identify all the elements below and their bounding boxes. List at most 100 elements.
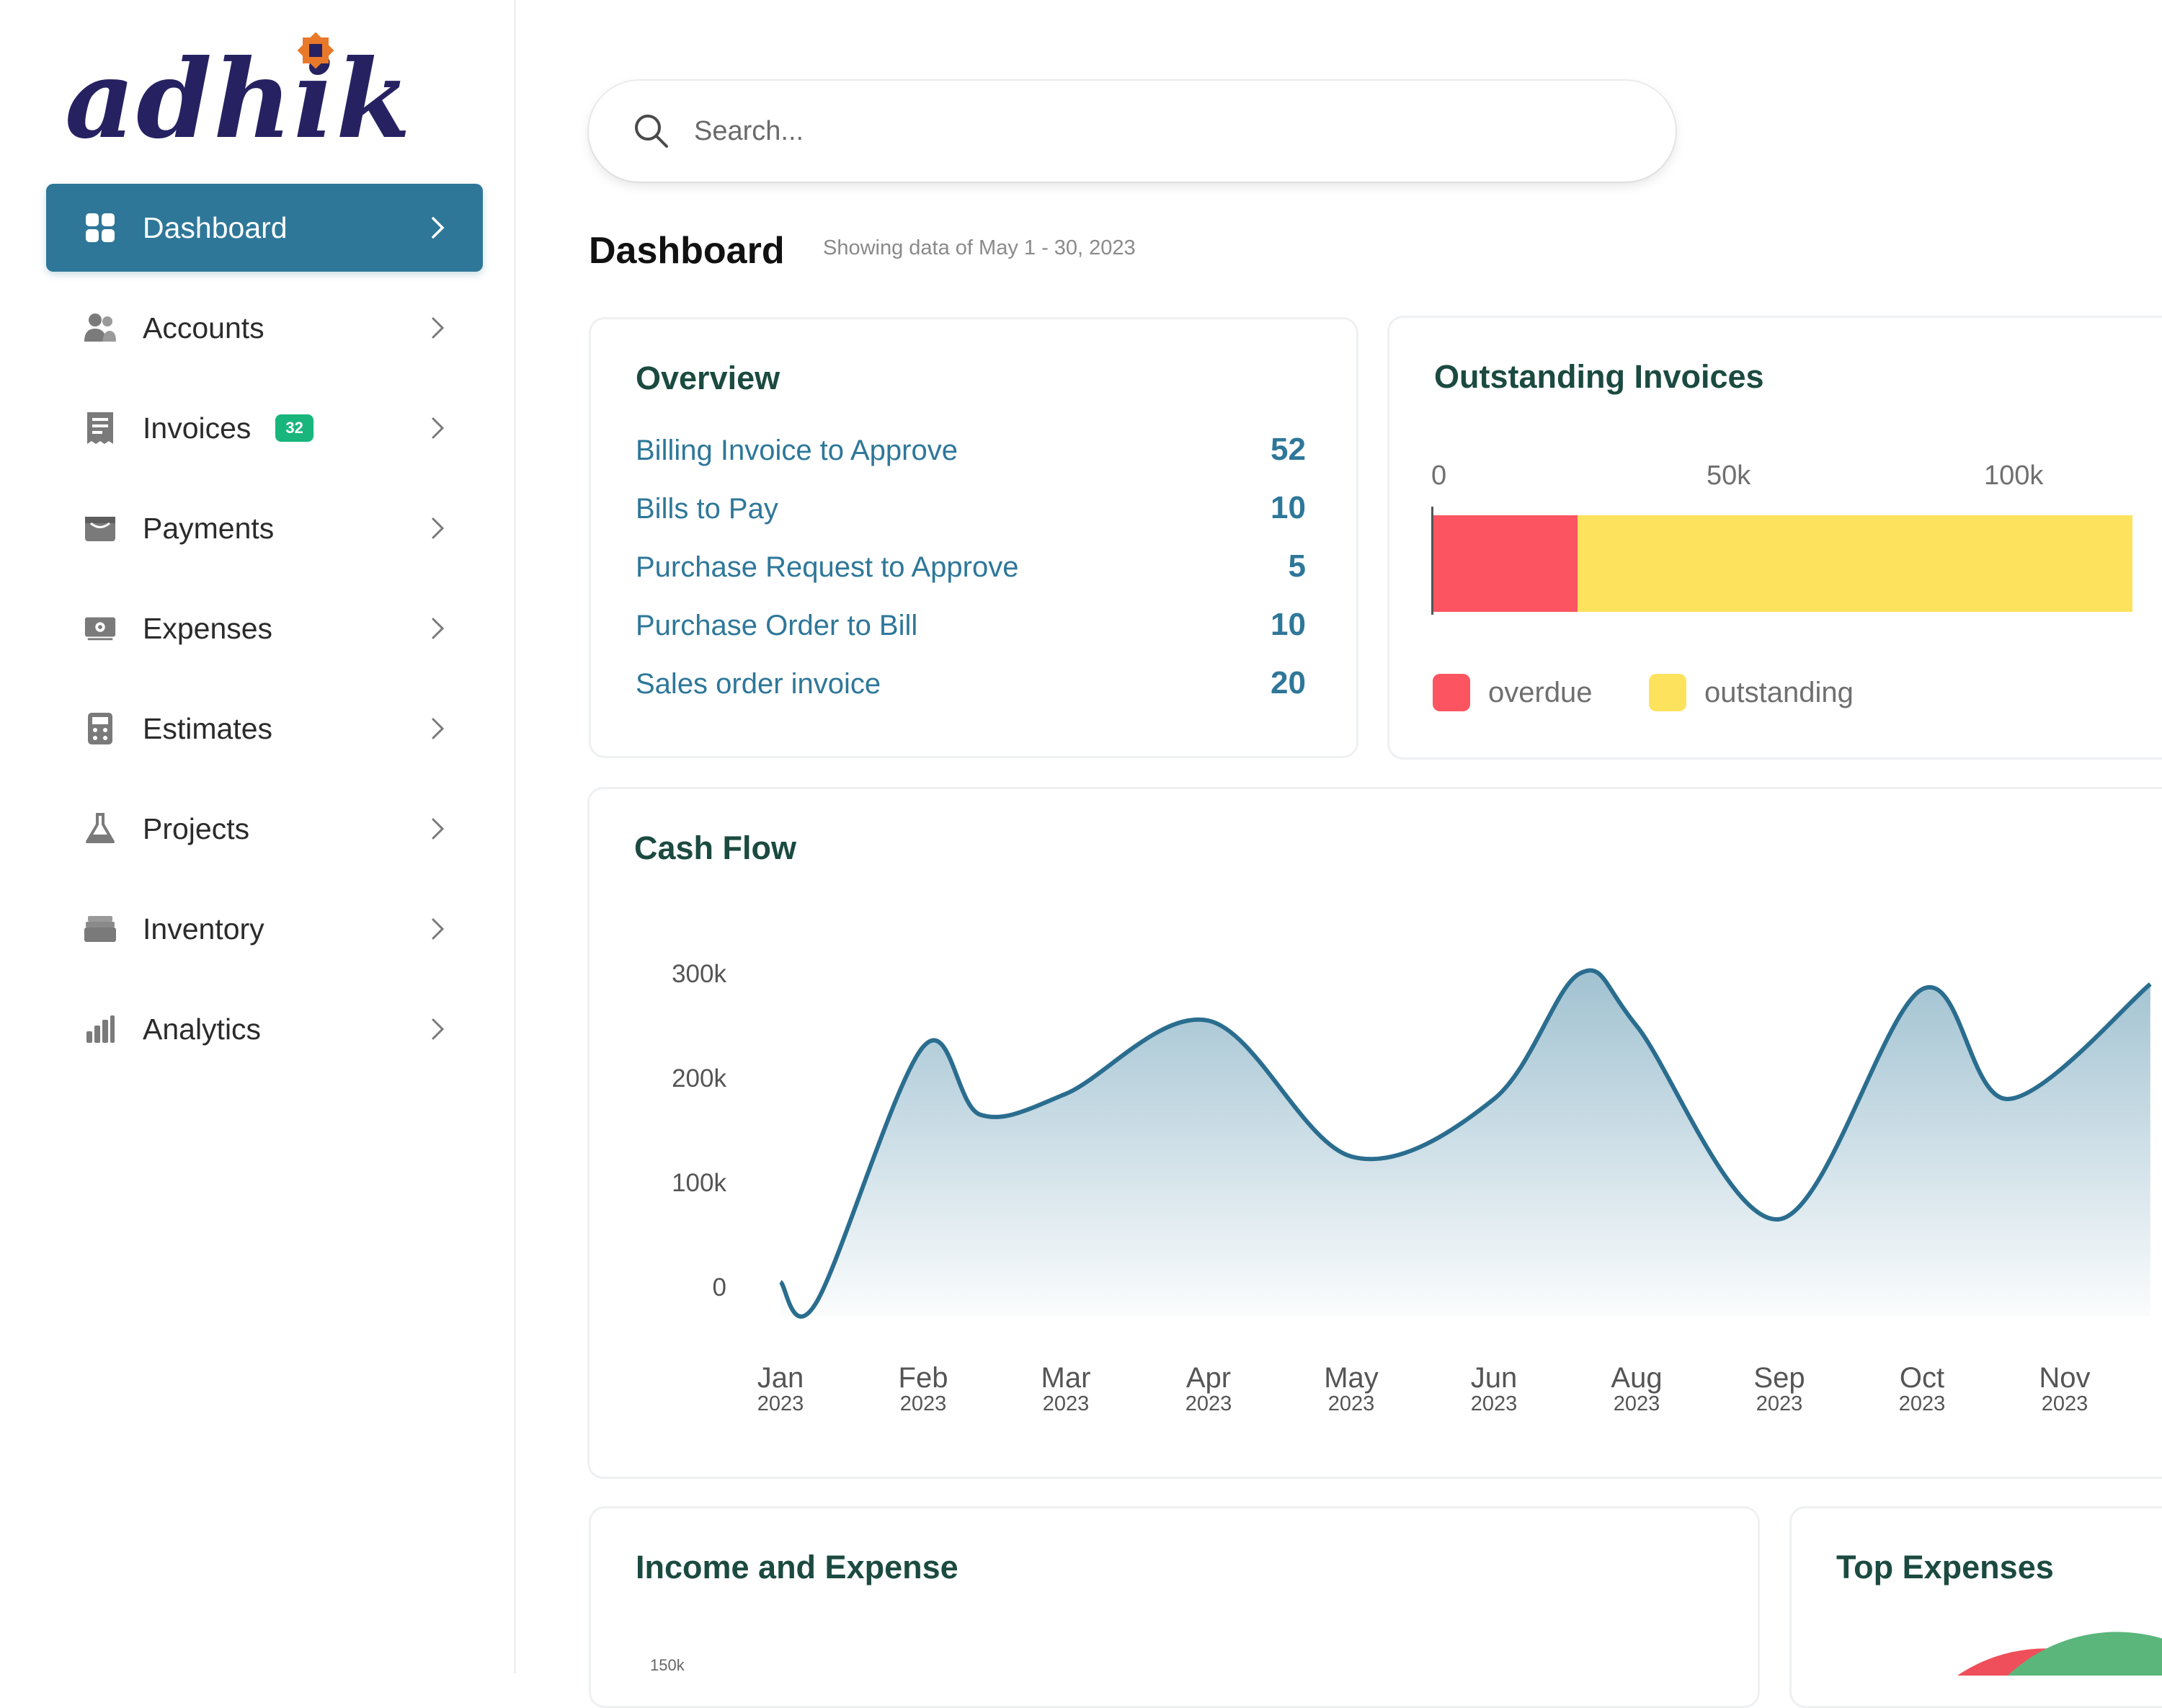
overview-row-label[interactable]: Bills to Pay	[636, 493, 778, 525]
sidebar-item-inventory[interactable]: Inventory	[46, 885, 483, 973]
cash-flow-area	[780, 970, 2150, 1317]
sidebar-item-estimates[interactable]: Estimates	[46, 685, 483, 773]
chevron-right-icon	[432, 818, 445, 840]
overview-card: Overview Billing Invoice to Approve 52 B…	[589, 317, 1358, 758]
outstanding-invoices-card: Outstanding Invoices 0 50k 100k overdue …	[1387, 316, 2162, 760]
legend-label-overdue: overdue	[1488, 677, 1593, 708]
page-title: Dashboard	[589, 230, 785, 272]
top-expenses-donut[interactable]	[1792, 1508, 2162, 1676]
top-expenses-title: Top Expenses	[1836, 1549, 2054, 1585]
sidebar-item-label: Inventory	[143, 912, 264, 946]
overview-row-value: 5	[1288, 548, 1306, 584]
x-tick-month: Jun	[1471, 1362, 1518, 1394]
chevron-right-icon	[432, 918, 445, 940]
x-tick-year: 2023	[757, 1392, 804, 1415]
inventory-box-icon	[84, 912, 117, 946]
legend-swatch-outstanding	[1649, 674, 1686, 711]
x-tick-year: 2023	[1614, 1392, 1660, 1415]
overview-row-label[interactable]: Sales order invoice	[636, 668, 881, 700]
sidebar-item-label: Projects	[143, 811, 250, 845]
users-icon	[84, 311, 117, 344]
sidebar-item-analytics[interactable]: Analytics	[46, 985, 483, 1073]
cash-icon	[84, 612, 117, 645]
overview-row[interactable]: Purchase Order to Bill 10	[636, 607, 1306, 653]
legend-swatch-overdue	[1433, 674, 1470, 711]
income-expense-card: Income and Expense 150k	[589, 1506, 1760, 1708]
logo-star-icon	[297, 32, 334, 69]
calculator-icon	[84, 712, 117, 745]
sidebar-item-accounts[interactable]: Accounts	[46, 284, 483, 372]
sidebar-item-payments[interactable]: Payments	[46, 484, 483, 572]
legend-label-outstanding: outstanding	[1704, 677, 1854, 708]
flask-icon	[84, 812, 117, 845]
chevron-right-icon	[432, 718, 445, 739]
overview-row-value: 10	[1271, 607, 1306, 642]
y-tick-label: 300k	[672, 960, 726, 988]
x-tick-year: 2023	[1043, 1392, 1090, 1415]
x-tick-month: Feb	[899, 1362, 948, 1394]
y-tick-label: 0	[713, 1273, 726, 1302]
brand-name: adhik	[65, 36, 412, 157]
cash-flow-line	[778, 968, 2152, 1319]
axis-tick-label: 100k	[1984, 461, 2044, 491]
x-tick-year: 2023	[1185, 1392, 1232, 1415]
x-tick-year: 2023	[2042, 1392, 2088, 1415]
income-expense-title: Income and Expense	[636, 1549, 958, 1585]
overview-row-label[interactable]: Billing Invoice to Approve	[636, 435, 958, 466]
y-tick-label: 100k	[672, 1169, 726, 1197]
x-tick-year: 2023	[1471, 1392, 1518, 1415]
x-tick-month: May	[1324, 1362, 1379, 1394]
bar-overdue[interactable]	[1433, 515, 1578, 612]
sidebar-item-label: Estimates	[143, 711, 272, 745]
chevron-right-icon	[432, 1018, 445, 1040]
axis-tick-label: 50k	[1707, 461, 1751, 491]
sidebar-item-projects[interactable]: Projects	[46, 785, 483, 873]
x-tick-year: 2023	[1756, 1392, 1803, 1415]
chevron-right-icon	[432, 417, 445, 439]
overview-row-label[interactable]: Purchase Order to Bill	[636, 610, 918, 641]
overview-row[interactable]: Purchase Request to Approve 5	[636, 548, 1306, 595]
overview-row-label[interactable]: Purchase Request to Approve	[636, 551, 1019, 583]
overview-row[interactable]: Billing Invoice to Approve 52	[636, 432, 1306, 478]
income-expense-y-tick: 150k	[650, 1656, 685, 1674]
sidebar-item-invoices[interactable]: Invoices 32	[46, 384, 483, 472]
axis-tick-label: 0	[1431, 461, 1447, 491]
bar-chart-icon	[84, 1013, 117, 1046]
overview-row[interactable]: Sales order invoice 20	[636, 665, 1306, 711]
sidebar-item-expenses[interactable]: Expenses	[46, 584, 483, 672]
sidebar-item-label: Expenses	[143, 611, 273, 645]
search-input[interactable]	[693, 115, 1560, 148]
sidebar-item-dashboard[interactable]: Dashboard	[46, 184, 483, 272]
date-range-caption: Showing data of May 1 - 30, 2023	[823, 236, 1136, 259]
brand-logo[interactable]: adhik	[65, 13, 425, 157]
x-tick-month: Oct	[1900, 1362, 1944, 1394]
sidebar-item-label: Accounts	[143, 311, 264, 344]
x-tick-month: Mar	[1041, 1362, 1091, 1394]
x-tick-month: Nov	[2039, 1362, 2090, 1394]
sidebar-item-label: Dashboard	[143, 210, 288, 244]
y-tick-label: 200k	[672, 1064, 726, 1093]
search-bar[interactable]	[589, 81, 1676, 182]
wallet-icon	[84, 512, 117, 545]
chevron-right-icon	[432, 317, 445, 339]
overview-row[interactable]: Bills to Pay 10	[636, 490, 1306, 536]
overview-row-value: 52	[1271, 432, 1306, 467]
bar-outstanding[interactable]	[1578, 515, 2133, 612]
invoices-count-badge: 32	[275, 414, 313, 442]
top-expenses-card: Top Expenses	[1789, 1506, 2162, 1708]
sidebar-item-label: Payments	[143, 511, 275, 545]
outstanding-invoices-title: Outstanding Invoices	[1434, 358, 1764, 395]
search-icon	[635, 115, 668, 148]
dashboard-grid-icon	[84, 211, 117, 244]
x-tick-year: 2023	[1328, 1392, 1375, 1415]
x-tick-month: Jan	[757, 1362, 804, 1394]
sidebar-item-label: Analytics	[143, 1012, 262, 1046]
sidebar: adhik Dashboard Accounts Invoices 32 P	[0, 0, 516, 1673]
donut-slice-green[interactable]	[2008, 1632, 2162, 1676]
overview-title: Overview	[636, 360, 780, 396]
axis-line	[1431, 507, 1433, 615]
x-tick-month: Apr	[1186, 1362, 1231, 1394]
chevron-right-icon	[432, 618, 445, 639]
x-tick-month: Sep	[1753, 1362, 1805, 1394]
